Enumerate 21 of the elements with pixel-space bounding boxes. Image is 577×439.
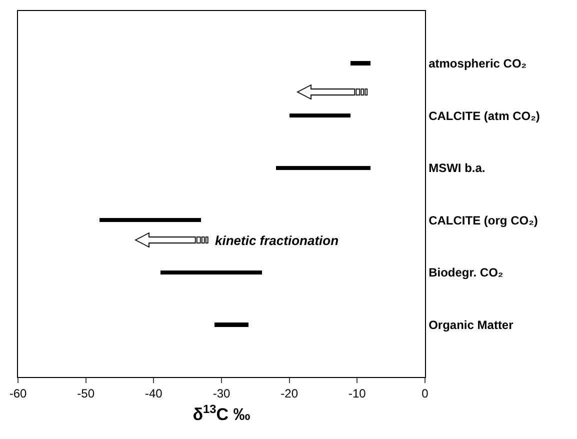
x-tick-label: -40 <box>145 386 163 401</box>
bar <box>99 218 202 222</box>
y-tick-label: Organic Matter <box>428 318 514 332</box>
y-tick-label: Biodegr. CO₂ <box>428 266 504 280</box>
bar <box>160 270 262 275</box>
x-tick-label: -60 <box>9 386 27 401</box>
x-tick-label: -20 <box>280 386 298 401</box>
y-tick-label: CALCITE (atm CO₂) <box>428 108 540 123</box>
annotation: kinetic fractionation <box>215 233 339 248</box>
x-axis-title: δ$^{13}$C ‰ <box>192 402 250 424</box>
y-tick-label: CALCITE (org CO₂) <box>428 213 538 228</box>
y-tick-label: atmospheric CO₂ <box>428 56 527 70</box>
bar <box>276 166 371 170</box>
bar <box>289 113 350 118</box>
x-tick-label: 0 <box>422 386 429 401</box>
x-tick-label: -50 <box>77 386 95 401</box>
x-tick-label: -30 <box>212 386 230 401</box>
x-tick-label: -10 <box>348 386 366 401</box>
y-tick-label: MSWI b.a. <box>428 161 486 176</box>
bar <box>350 61 371 66</box>
bar <box>214 322 249 327</box>
